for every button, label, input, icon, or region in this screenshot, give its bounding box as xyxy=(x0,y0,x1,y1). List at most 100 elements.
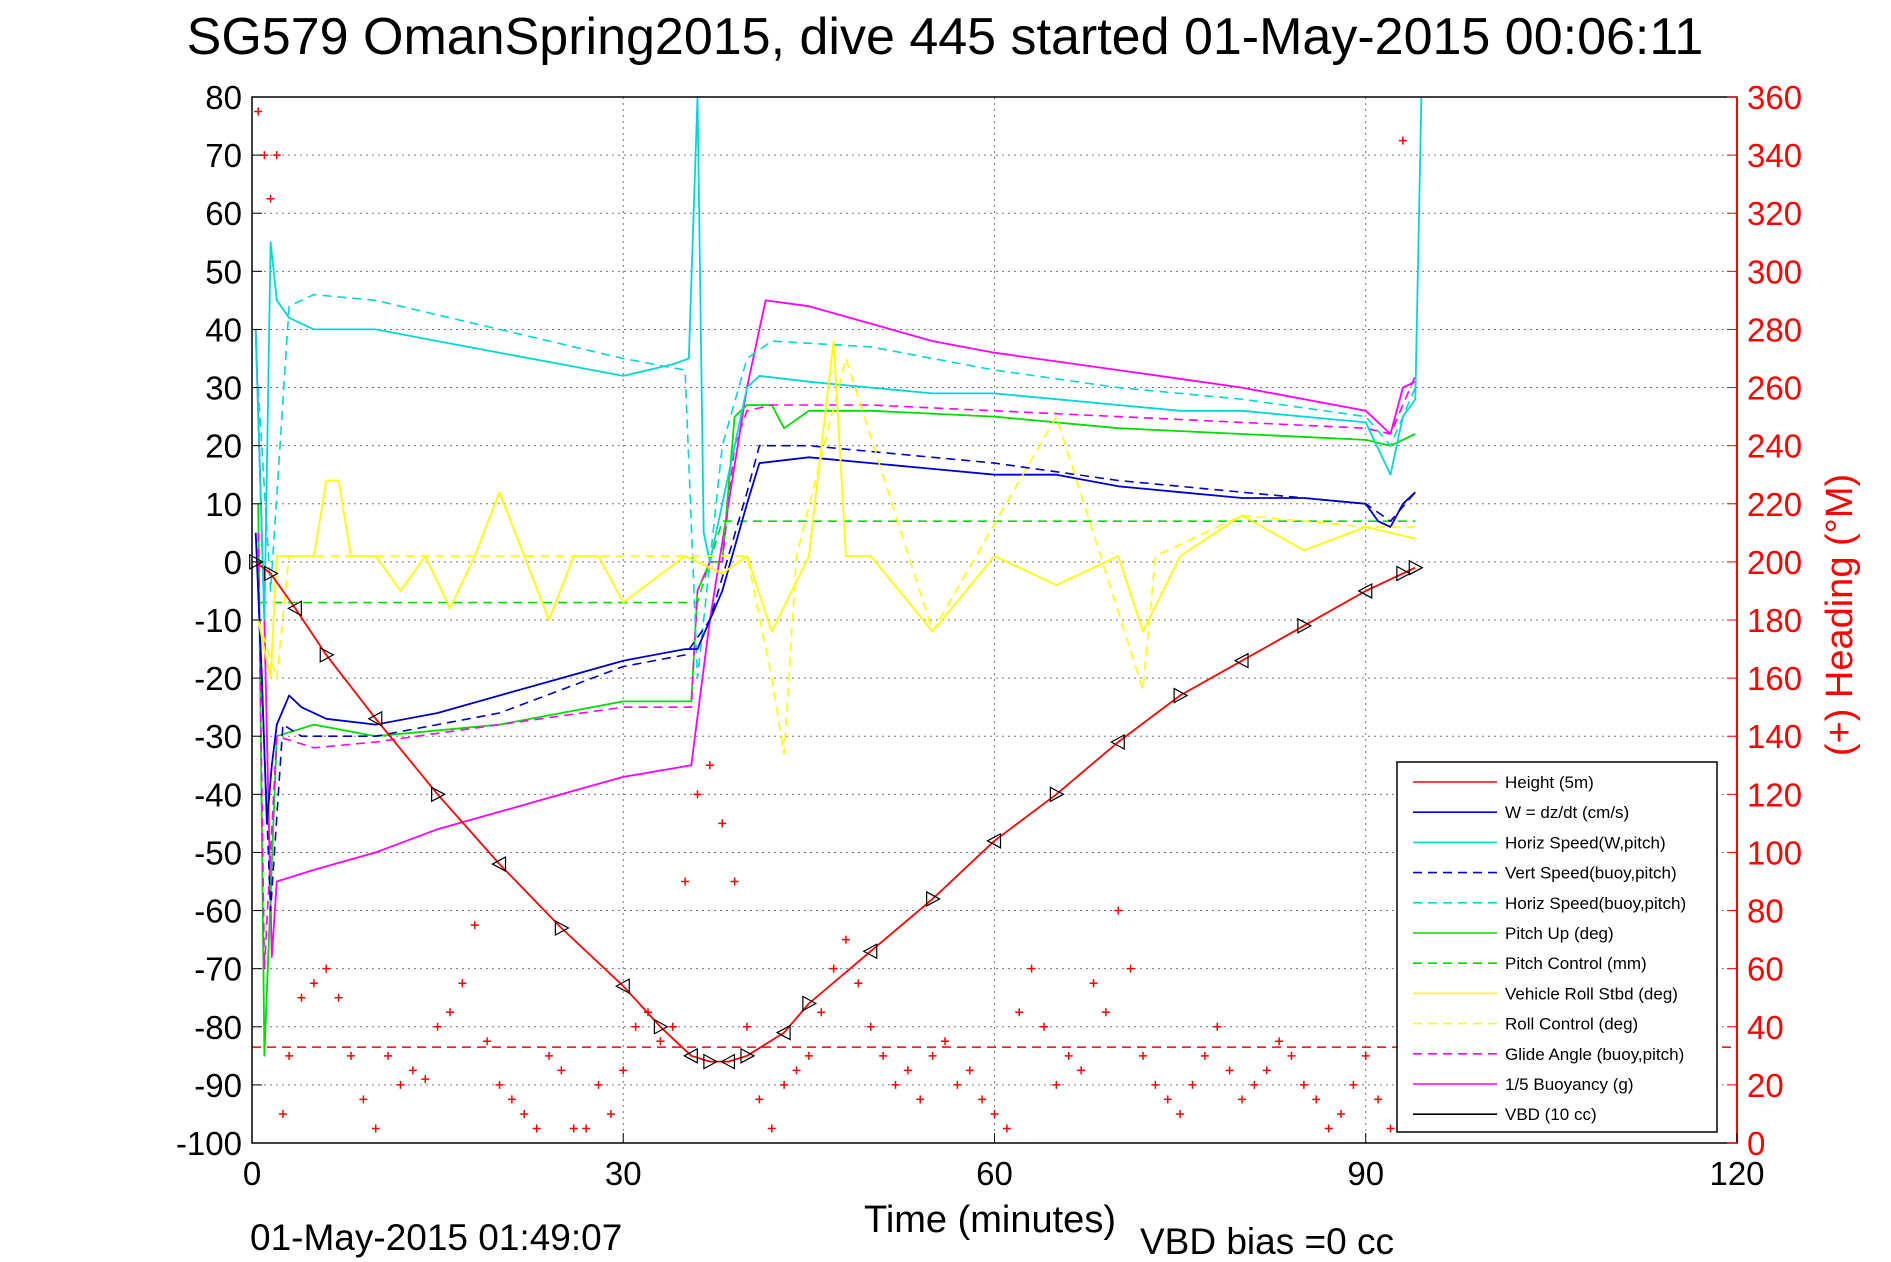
heading-point xyxy=(297,993,306,1002)
footer-vbd-bias: VBD bias =0 cc xyxy=(1140,1221,1394,1262)
series-vehicle-roll-stbd-deg xyxy=(257,340,1416,679)
heading-point xyxy=(1027,964,1036,973)
heading-point xyxy=(1176,1109,1185,1118)
heading-point xyxy=(458,979,467,988)
heading-point xyxy=(656,1037,665,1046)
heading-point xyxy=(483,1037,492,1046)
heading-point xyxy=(718,819,727,828)
legend-label-roll-control-deg: Roll Control (deg) xyxy=(1505,1015,1638,1034)
x-axis-ticks: 0 30 60 90 120 xyxy=(243,1133,1765,1192)
y-tick-label: 0 xyxy=(224,544,242,581)
x-tick-label: 0 xyxy=(243,1155,261,1192)
heading-point xyxy=(266,194,275,203)
series-layer xyxy=(254,96,1423,1063)
heading-tick-label: 160 xyxy=(1747,660,1802,697)
heading-tick-label: 20 xyxy=(1747,1067,1784,1104)
heading-point xyxy=(681,877,690,886)
heading-point xyxy=(272,151,281,160)
heading-tick-label: 300 xyxy=(1747,253,1802,290)
height-marker xyxy=(986,832,1002,849)
heading-tick-label: 0 xyxy=(1747,1125,1765,1162)
series-roll-control-deg xyxy=(257,357,1416,755)
heading-point xyxy=(619,1066,628,1075)
heading-point xyxy=(1089,979,1098,988)
heading-point xyxy=(254,107,263,116)
height-marker xyxy=(926,890,941,907)
heading-point xyxy=(1238,1095,1246,1104)
heading-point xyxy=(866,1022,875,1031)
series-horiz-speed-buoy-pitch xyxy=(257,293,1417,679)
heading-point xyxy=(1275,1037,1284,1046)
heading-point xyxy=(1386,1124,1395,1133)
heading-point xyxy=(1225,1066,1234,1075)
heading-point xyxy=(520,1109,529,1118)
heading-point xyxy=(532,1124,541,1133)
legend-label-pitch-up-deg: Pitch Up (deg) xyxy=(1505,924,1614,943)
y-tick-label: -20 xyxy=(194,660,242,697)
legend-label-pitch-control-mm: Pitch Control (mm) xyxy=(1505,954,1647,973)
heading-point xyxy=(928,1051,937,1060)
y-tick-label: -80 xyxy=(194,1009,242,1046)
heading-point xyxy=(1250,1080,1259,1089)
series-pitch-up-deg xyxy=(257,404,1416,1057)
height-marker xyxy=(720,1053,736,1070)
chart-title: SG579 OmanSpring2015, dive 445 started 0… xyxy=(187,8,1704,66)
heading-tick-label: 280 xyxy=(1747,311,1802,348)
height-marker xyxy=(1357,582,1373,599)
heading-point xyxy=(1188,1080,1197,1089)
heading-tick-label: 140 xyxy=(1747,718,1802,755)
legend-label-height-5m: Height (5m) xyxy=(1505,773,1594,792)
height-marker xyxy=(1408,559,1424,576)
height-marker xyxy=(1173,687,1189,704)
height-marker xyxy=(1297,617,1313,634)
legend-label-vbd-10-cc: VBD (10 cc) xyxy=(1505,1105,1597,1124)
y-tick-label: -40 xyxy=(194,776,242,813)
heading-point xyxy=(1114,906,1123,915)
height-marker xyxy=(367,710,383,727)
heading-point xyxy=(446,1008,454,1017)
heading-point xyxy=(545,1051,553,1060)
height-marker xyxy=(431,786,446,803)
heading-point xyxy=(730,877,739,886)
heading-point xyxy=(507,1095,516,1104)
heading-tick-label: 60 xyxy=(1747,951,1784,988)
heading-tick-label: 100 xyxy=(1747,834,1802,871)
x-tick-label: 120 xyxy=(1709,1155,1764,1192)
heading-tick-label: 260 xyxy=(1747,370,1802,407)
heading-tick-label: 200 xyxy=(1747,544,1802,581)
heading-point xyxy=(817,1008,826,1017)
heading-point xyxy=(842,935,850,944)
heading-point xyxy=(384,1051,393,1060)
heading-point xyxy=(990,1109,999,1118)
heading-point xyxy=(916,1095,925,1104)
height-marker xyxy=(614,978,630,995)
height-marker xyxy=(802,995,818,1012)
heading-point xyxy=(1312,1095,1321,1104)
heading-point xyxy=(804,1051,813,1060)
heading-point xyxy=(1040,1022,1048,1031)
heading-point xyxy=(1398,136,1407,145)
heading-point xyxy=(1361,1051,1370,1060)
heading-point xyxy=(1101,1008,1110,1017)
height-marker xyxy=(1233,652,1249,669)
y-tick-label: -70 xyxy=(194,951,242,988)
legend-label-horiz-speed-buoy-pitch: Horiz Speed(buoy,pitch) xyxy=(1505,894,1686,913)
height-marker xyxy=(1396,565,1412,582)
heading-point xyxy=(396,1080,405,1089)
heading-point xyxy=(743,1022,751,1031)
heading-point xyxy=(755,1095,764,1104)
heading-point xyxy=(285,1051,294,1060)
height-marker xyxy=(862,943,878,960)
y-tick-label: -90 xyxy=(194,1067,242,1104)
legend-label-horiz-speed-w-pitch: Horiz Speed(W,pitch) xyxy=(1505,833,1666,852)
heading-point xyxy=(408,1066,417,1075)
heading-point xyxy=(582,1124,591,1133)
heading-point xyxy=(953,1080,962,1089)
heading-tick-label: 360 xyxy=(1747,79,1802,116)
heading-point xyxy=(1287,1051,1296,1060)
heading-tick-label: 120 xyxy=(1747,776,1802,813)
heading-point xyxy=(644,1008,652,1017)
heading-point xyxy=(594,1080,603,1089)
legend-label-w-dz-dt-cm-s: W = dz/dt (cm/s) xyxy=(1505,803,1629,822)
